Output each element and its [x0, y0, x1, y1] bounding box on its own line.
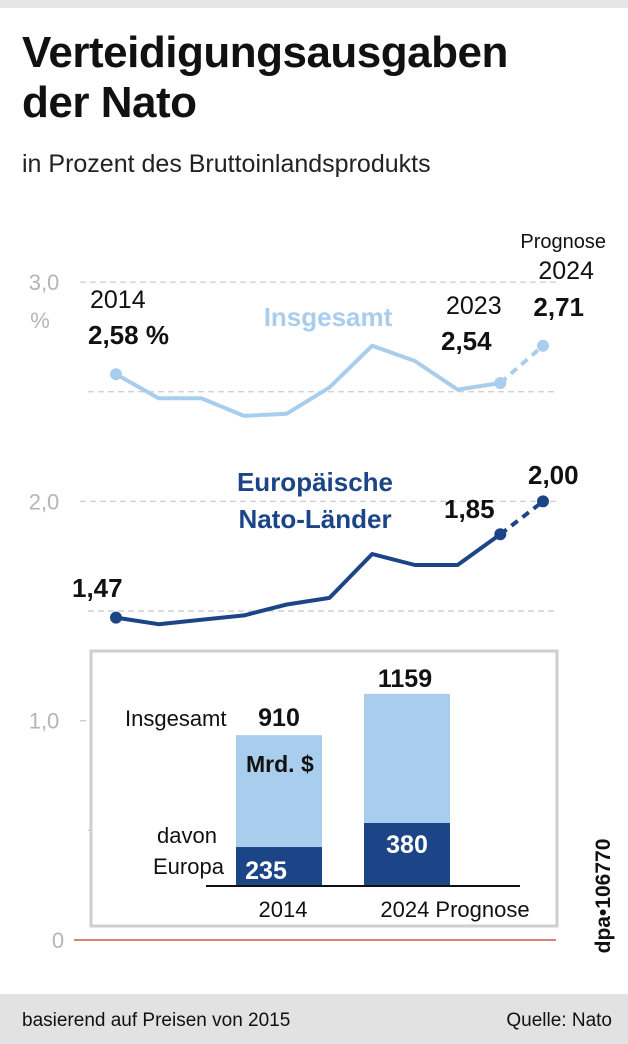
- y-tick-label: 0: [52, 928, 64, 953]
- series-1-forecast-line: [499, 499, 545, 536]
- page-subtitle: in Prozent des Bruttoinlandsprodukts: [22, 150, 431, 178]
- title-line-1: Verteidigungsausgaben: [22, 28, 508, 77]
- bar-europe-label: 380: [386, 831, 428, 859]
- page-title: Verteidigungsausgaben der Nato: [22, 28, 508, 128]
- series-0-point-2014: [110, 368, 122, 381]
- footer-bar: [0, 994, 628, 1044]
- series-0-forecast-line: [498, 344, 545, 385]
- series-0-point-2023: [494, 376, 507, 389]
- defense-spending-chart: % 3,0 2,0 1,0 0 235 910 2014 380 1159 2024 Progn…: [29, 231, 606, 953]
- annotation-2023-value: 2,54: [441, 326, 492, 356]
- line-annotations: 2014 2,58 % 2023 2,54 Prognose 2024 2,71…: [72, 231, 606, 603]
- y-tick-label: 1,0: [29, 709, 60, 734]
- annotation-2014-year: 2014: [90, 286, 146, 314]
- annotation-europe-2024-value: 2,00: [528, 460, 579, 490]
- legend-europe-line-2: Nato-Länder: [238, 504, 391, 534]
- inset-label-europa: Europa: [153, 854, 225, 879]
- bar-category-label: 2014: [259, 897, 308, 922]
- annotation-forecast-label: Prognose: [520, 231, 606, 253]
- bar-total-label: 1159: [378, 665, 432, 693]
- series-1-point-2014: [110, 611, 122, 624]
- annotation-2023-year: 2023: [446, 292, 502, 320]
- inset-unit-label: Mrd. $: [246, 751, 314, 777]
- bar-europe-2024: [364, 822, 450, 886]
- annotation-2014-value: 2,58 %: [88, 320, 169, 350]
- annotation-2024-value: 2,71: [533, 292, 584, 322]
- inset-label-davon: davon: [157, 823, 217, 848]
- bar-total-label: 910: [258, 704, 300, 732]
- y-tick-label: 3,0: [29, 270, 60, 295]
- series-1-line: [114, 532, 503, 627]
- bar-europe-2014: [236, 847, 322, 886]
- y-axis-unit-label: %: [30, 308, 50, 333]
- series-1-point-2023: [494, 528, 507, 541]
- annotation-europe-2014-value: 1,47: [72, 573, 123, 603]
- y-tick-label: 2,0: [29, 489, 60, 514]
- footer-note: basierend auf Preisen von 2015: [22, 1010, 291, 1031]
- bar-europe-label: 235: [245, 857, 287, 885]
- inset-label-insgesamt: Insgesamt: [125, 706, 227, 731]
- bar-category-label: 2024 Prognose: [380, 897, 529, 922]
- top-bar: [0, 0, 628, 8]
- legend-insgesamt: Insgesamt: [264, 302, 393, 332]
- y-axis: % 3,0 2,0 1,0 0: [29, 270, 64, 953]
- footer-source: Quelle: Nato: [506, 1010, 612, 1031]
- agency-credit: dpa•106770: [592, 838, 615, 954]
- annotation-europe-2023-value: 1,85: [444, 494, 495, 524]
- spending-inset: 235 910 2014 380 1159 2024 Prognose Insgesamt M…: [89, 649, 559, 928]
- legend-europe-line-1: Europäische: [237, 467, 393, 497]
- line-series: [110, 339, 549, 627]
- series-0-point-2024: [537, 339, 549, 352]
- annotation-2024-year: 2024: [538, 257, 594, 285]
- title-line-2: der Nato: [22, 78, 197, 127]
- inset-frame: [89, 649, 559, 928]
- series-1-point-2024: [537, 495, 549, 508]
- series-0-line: [114, 343, 503, 418]
